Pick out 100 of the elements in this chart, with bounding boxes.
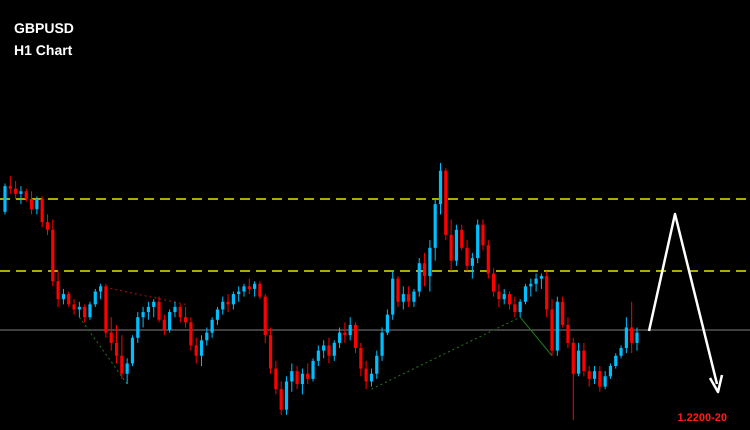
candlestick (529, 278, 532, 298)
candlestick (30, 190, 34, 215)
candlestick (8, 175, 12, 194)
candlestick (237, 286, 240, 302)
text: 1.2200-20 (677, 412, 727, 424)
candlestick (62, 288, 66, 305)
candlestick (141, 306, 145, 328)
candlestick (624, 316, 628, 354)
candlestick (290, 362, 294, 392)
candlestick (40, 196, 44, 228)
candlestick (402, 286, 405, 310)
candlestick (470, 252, 474, 280)
candlestick (311, 358, 315, 382)
candlestick (178, 304, 182, 323)
candlestick (210, 316, 214, 338)
candlestick (492, 268, 496, 298)
candlestick (168, 308, 172, 334)
candlestick (375, 350, 378, 380)
candlestick (332, 340, 336, 362)
candlestick (46, 214, 50, 236)
candlestick (460, 224, 464, 251)
candlestick (253, 280, 256, 298)
candlestick (582, 342, 586, 377)
candlestick (72, 298, 76, 316)
candlestick (386, 308, 389, 336)
candlestick (24, 188, 28, 202)
candlestick (258, 280, 262, 300)
candlestick (566, 316, 570, 349)
candlestick (14, 180, 18, 200)
chart-subtitle: H1 Chart (14, 42, 73, 58)
candlestick (242, 283, 246, 298)
candlestick (274, 360, 278, 395)
candlestick (513, 296, 516, 318)
candlestick (296, 366, 299, 390)
candlestick (216, 306, 220, 326)
chart-title: GBPUSD (14, 20, 74, 36)
candlestick (110, 316, 113, 352)
candlestick (588, 366, 591, 388)
candlestick (248, 278, 251, 295)
candlestick (280, 380, 283, 416)
candlestick (540, 273, 543, 290)
candlestick (67, 291, 70, 308)
candlestick (120, 334, 124, 380)
candlestick (534, 273, 538, 292)
candlestick (370, 368, 374, 388)
candlestick (481, 219, 485, 251)
candlestick (508, 291, 512, 310)
candlestick (608, 362, 612, 380)
candlestick (524, 283, 528, 305)
candlestick (502, 288, 506, 305)
candlestick (200, 334, 204, 367)
candlestick (465, 240, 469, 272)
candlestick (364, 360, 368, 390)
candlestick (338, 326, 342, 349)
candlestick (189, 316, 192, 352)
candlestick (146, 301, 150, 320)
candlestick (316, 344, 320, 367)
candlestick (422, 252, 426, 287)
candlestick (630, 301, 634, 354)
candlestick (396, 276, 400, 308)
candlestick (194, 337, 198, 364)
candlestick (300, 368, 304, 395)
candlestick (354, 322, 358, 354)
candlestick (518, 298, 522, 318)
candlestick (56, 270, 60, 308)
candlestick (221, 296, 224, 316)
candlestick (327, 337, 331, 364)
candlestick (162, 314, 166, 336)
candlestick (598, 366, 602, 392)
candlestick (619, 344, 623, 359)
candlestick (561, 296, 564, 328)
candlestick (136, 312, 140, 344)
candlestick (114, 324, 118, 364)
candlestick (635, 326, 639, 352)
candlestick (205, 326, 208, 346)
candlestick (35, 196, 38, 215)
candlestick (306, 362, 310, 385)
candlestick (94, 288, 97, 308)
candlestick (348, 316, 352, 341)
candlestick (322, 340, 326, 359)
candlestick (78, 301, 81, 318)
candlestick (83, 304, 86, 323)
candlestick (226, 294, 230, 313)
candlestick (359, 342, 362, 377)
candlestick (412, 288, 416, 308)
candlestick (184, 306, 188, 328)
candlestick (576, 342, 580, 377)
candlestick (497, 283, 501, 308)
candlestick (407, 286, 410, 308)
candlestick (614, 352, 618, 370)
candlestick (19, 186, 23, 205)
candlestick (99, 283, 102, 300)
candlestick (173, 301, 177, 318)
candlestick (604, 370, 607, 390)
candlestick (592, 366, 596, 385)
candlestick (157, 296, 161, 323)
candlestick (126, 358, 129, 385)
candlestick (232, 291, 235, 310)
candlestick (380, 326, 384, 362)
candlestick (152, 298, 156, 318)
